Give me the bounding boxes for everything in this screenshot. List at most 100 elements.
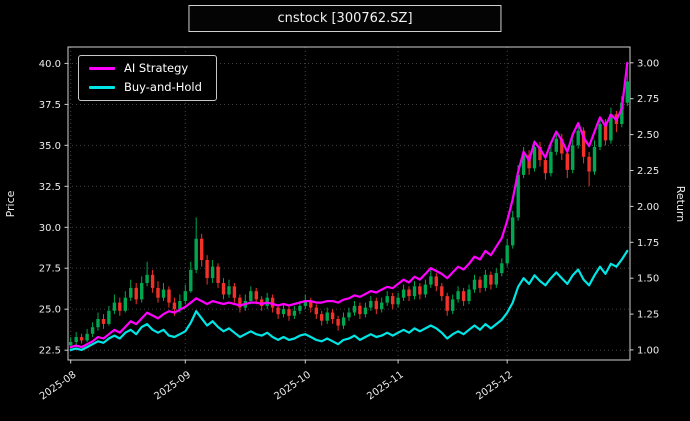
candle-down (418, 286, 422, 295)
candle-up (178, 301, 182, 310)
candle-down (309, 301, 313, 308)
candle-up (352, 305, 357, 313)
x-tick-label: 2025-08 (38, 369, 79, 402)
candle-up (189, 269, 193, 292)
price-tick-label: 25.0 (39, 305, 61, 316)
candle-up (521, 155, 526, 175)
candle-down (156, 287, 160, 298)
candle-up (609, 114, 613, 141)
candle-up (74, 337, 78, 342)
candle-up (429, 276, 433, 285)
candle-up (396, 297, 400, 305)
return-tick-label: 1.75 (637, 238, 659, 249)
candle-down (172, 302, 177, 310)
candle-down (276, 307, 280, 315)
price-tick-label: 27.5 (39, 264, 61, 275)
candle-down (543, 160, 548, 174)
price-tick-label: 30.0 (39, 223, 61, 234)
x-tick-label: 2025-10 (272, 369, 313, 402)
candle-up (161, 289, 166, 298)
candle-down (440, 286, 444, 297)
series-line-buy-and-hold (69, 249, 629, 351)
candle-up (69, 342, 73, 346)
candle-up (210, 266, 215, 279)
y-axis-label-right: Return (674, 186, 687, 223)
return-tick-label: 1.00 (637, 345, 659, 356)
candle-down (358, 305, 362, 315)
legend-label-ai-strategy: AI Strategy (124, 61, 189, 75)
candle-up (145, 274, 149, 283)
candle-up (451, 299, 455, 311)
candle-up (412, 286, 417, 297)
candle-up (129, 287, 133, 298)
candle-down (478, 279, 482, 288)
candle-down (538, 147, 542, 161)
chart-title: cnstock [300762.SZ] (188, 5, 502, 32)
candle-down (260, 299, 264, 306)
candle-down (205, 260, 209, 278)
candle-up (298, 305, 302, 311)
candle-up (385, 296, 389, 303)
y-axis-label-left: Price (4, 190, 17, 217)
candle-down (461, 291, 466, 301)
candle-down (581, 130, 586, 157)
candle-up (281, 309, 286, 315)
candle-down (560, 138, 564, 154)
candle-down (587, 156, 591, 172)
candle-down (216, 266, 220, 283)
return-tick-label: 2.75 (637, 94, 659, 105)
candle-down (134, 287, 138, 300)
legend: AI Strategy Buy-and-Hold (78, 55, 217, 101)
candle-down (79, 337, 84, 341)
candle-down (254, 291, 258, 300)
candle-up (620, 102, 624, 124)
candle-up (532, 147, 537, 169)
candle-up (423, 284, 428, 295)
candle-down (232, 286, 237, 298)
price-tick-label: 32.5 (39, 182, 61, 193)
candle-down (489, 274, 493, 285)
candle-down (445, 296, 449, 311)
return-tick-label: 1.25 (637, 310, 659, 321)
candle-up (363, 307, 368, 315)
x-tick-label: 2025-09 (152, 369, 193, 402)
candle-down (330, 312, 335, 320)
candle-up (472, 279, 477, 290)
candle-down (221, 283, 226, 295)
candle-up (554, 138, 558, 152)
x-tick-label: 2025-11 (365, 369, 406, 402)
price-tick-label: 35.0 (39, 141, 61, 152)
candle-up (112, 302, 117, 311)
candle-down (287, 309, 291, 316)
candle-down (407, 289, 411, 297)
candle-up (292, 310, 297, 316)
candle-up (401, 289, 406, 298)
candle-up (511, 217, 515, 246)
candle-down (270, 297, 275, 308)
candle-down (336, 319, 340, 326)
candle-up (90, 327, 95, 334)
candle-up (467, 289, 471, 301)
candle-down (320, 314, 324, 321)
candle-down (167, 289, 171, 303)
candle-down (118, 302, 122, 311)
ai-strategy-line-icon (89, 67, 115, 71)
candle-up (303, 301, 308, 306)
candle-up (380, 302, 384, 310)
price-tick-label: 37.5 (39, 100, 61, 111)
candle-up (576, 130, 580, 146)
return-tick-label: 2.00 (637, 202, 659, 213)
candle-up (194, 238, 198, 270)
candle-down (434, 276, 438, 287)
legend-item-buy-and-hold: Buy-and-Hold (89, 81, 202, 94)
candle-up (571, 145, 575, 170)
plot-border (67, 46, 631, 361)
candle-up (183, 291, 187, 301)
candle-down (603, 124, 608, 141)
price-tick-label: 22.5 (39, 346, 61, 357)
candle-up (505, 245, 509, 264)
candle-down (101, 319, 106, 324)
series-line-ai-strategy (69, 61, 629, 349)
legend-item-ai-strategy: AI Strategy (89, 61, 202, 75)
